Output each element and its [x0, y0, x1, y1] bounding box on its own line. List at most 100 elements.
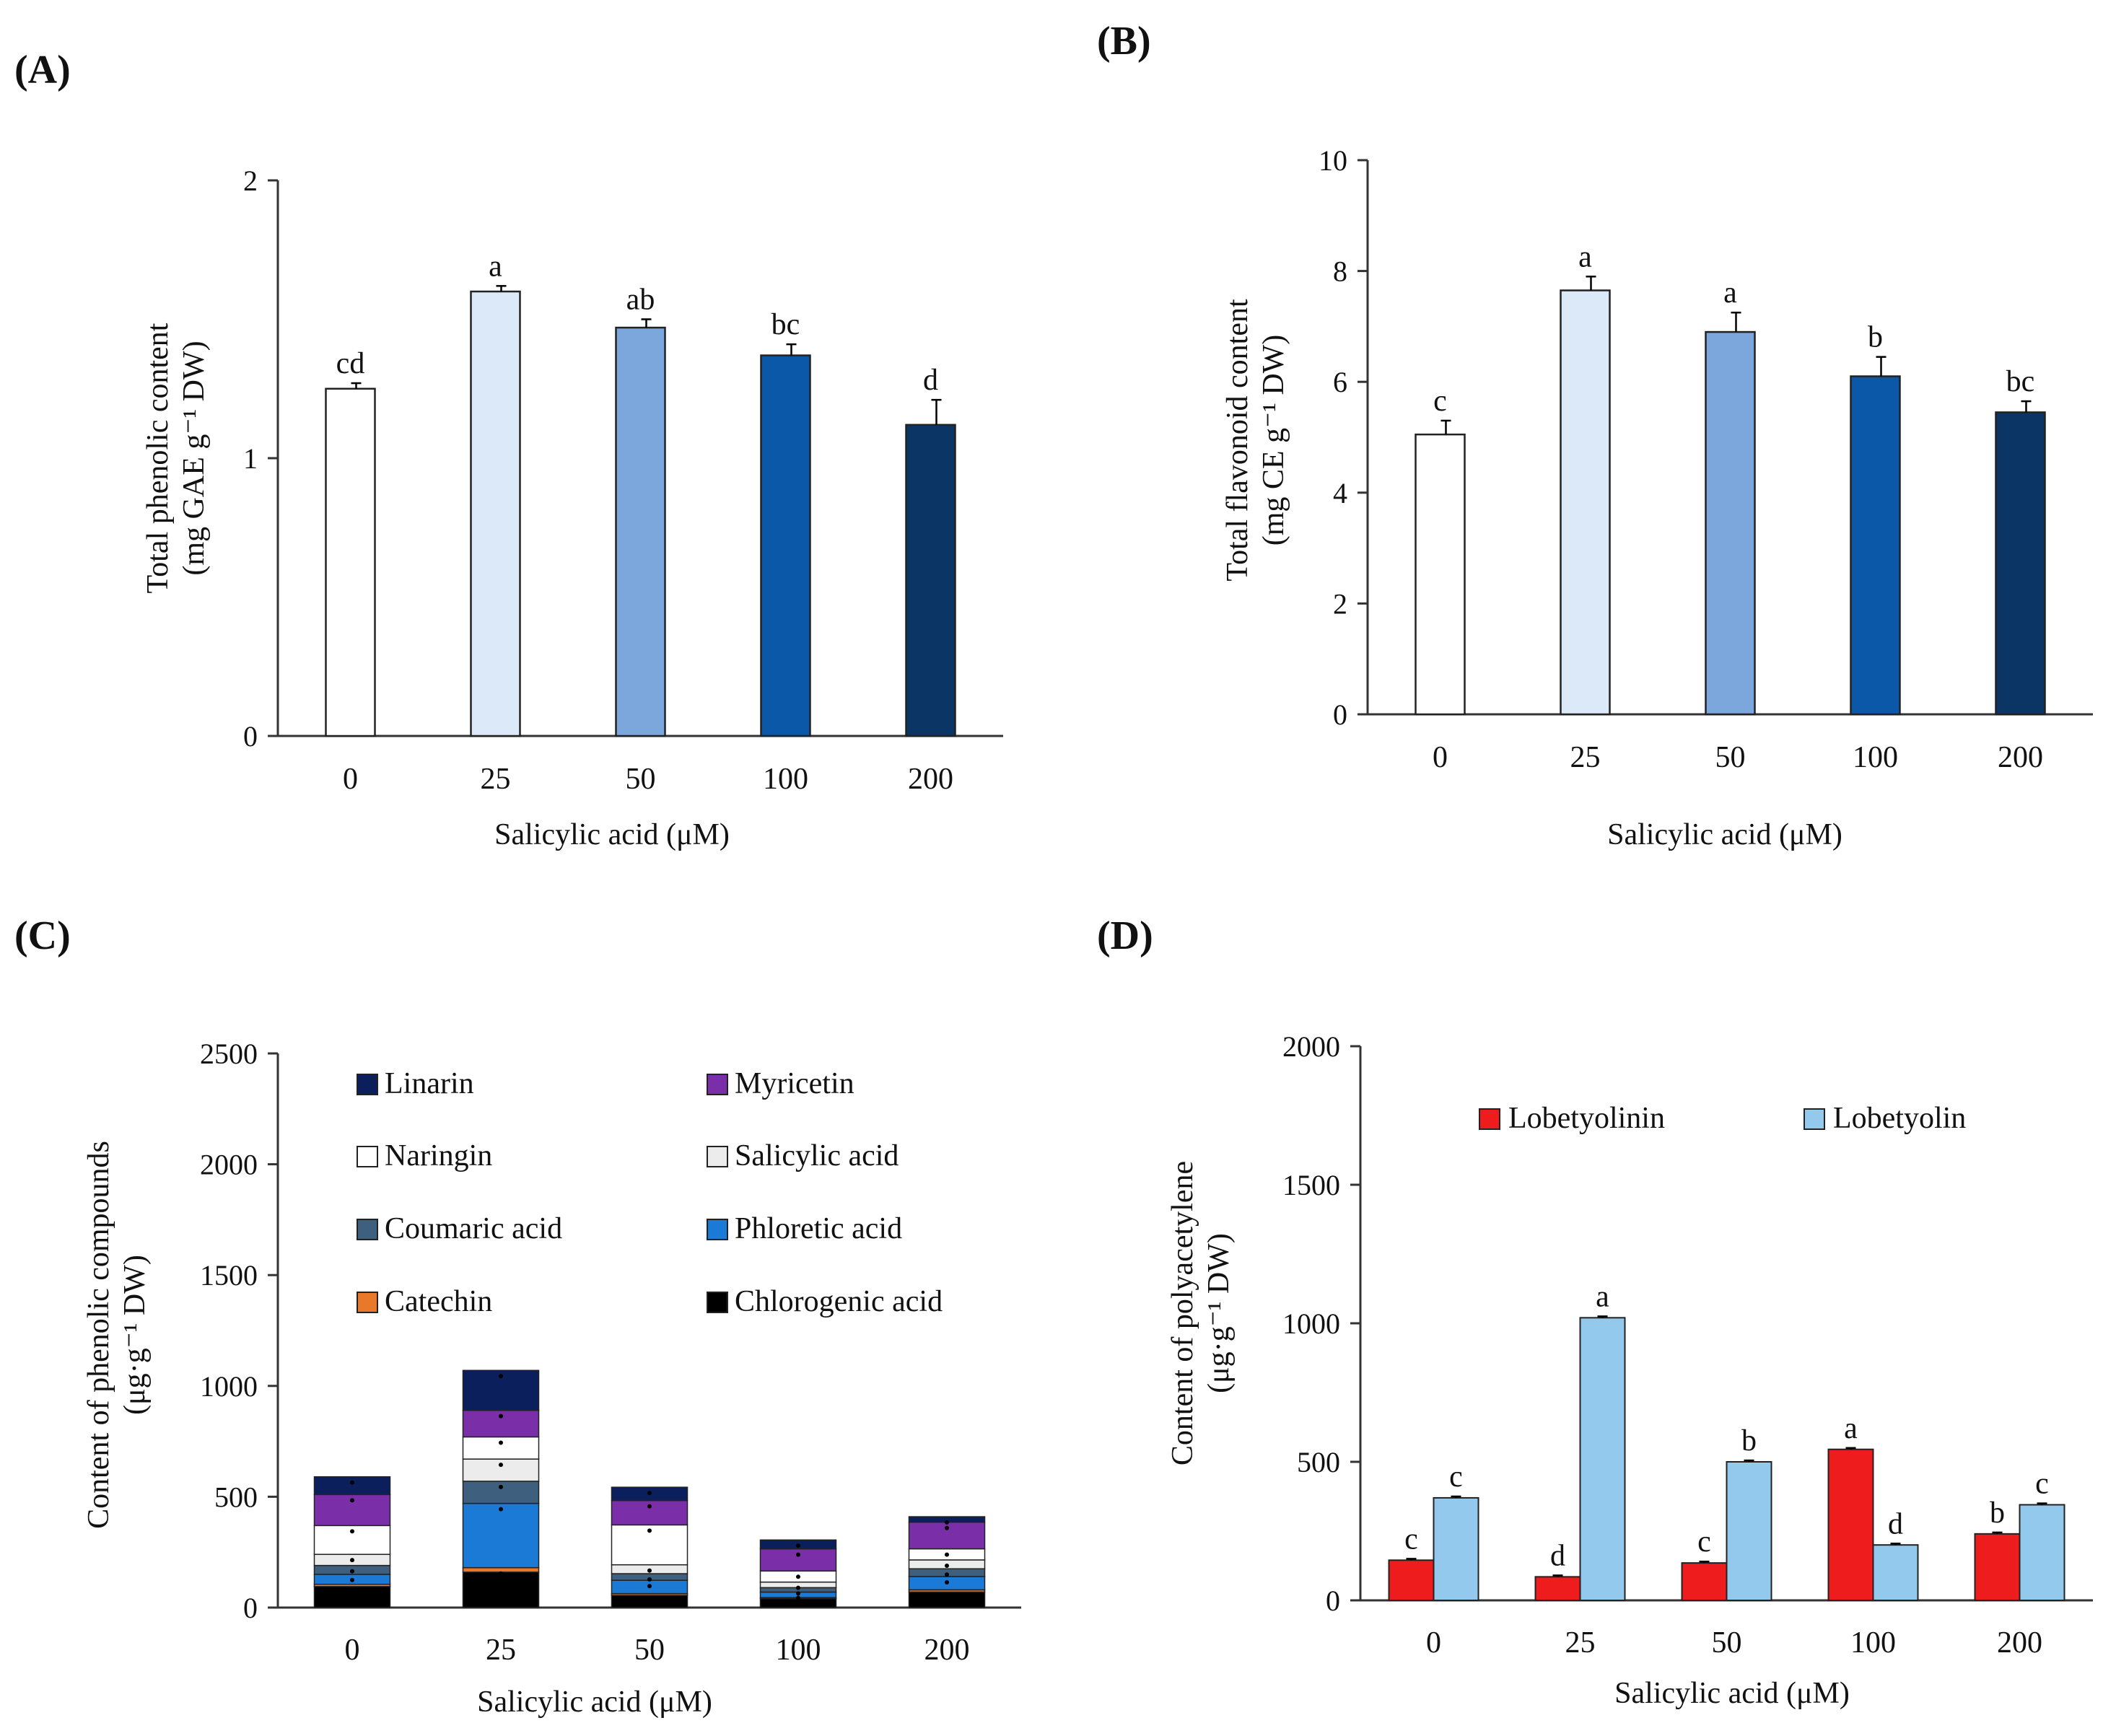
- panel-c-legend-label: Linarin: [385, 1067, 474, 1100]
- panel-d-significance-letter: a: [1596, 1280, 1609, 1313]
- panel-d-y-tick-label: 0: [1326, 1584, 1340, 1617]
- panel-c-segment-error-mark: [350, 1529, 354, 1534]
- panel-c-segment-error-mark: [499, 1374, 503, 1379]
- panel-b-significance-letter: b: [1868, 321, 1883, 354]
- panel-c-segment-error-mark: [499, 1575, 503, 1580]
- panel-c-legend-label: Coumaric acid: [385, 1212, 562, 1245]
- panel-c-segment-error-mark: [350, 1577, 354, 1582]
- panel-c-y-tick-label: 2000: [200, 1149, 258, 1181]
- panel-c-segment-error-mark: [945, 1520, 949, 1525]
- panel-a-x-tick-label: 25: [481, 763, 511, 796]
- panel-b-bar: [1995, 411, 2046, 716]
- panel-c-y-tick-label: 1500: [200, 1259, 258, 1292]
- panel-c-legend-swatch: [707, 1074, 728, 1095]
- panel-b-x-axis-title: Salicylic acid (μM): [1607, 818, 1842, 851]
- panel-d-significance-letter: b: [1741, 1424, 1757, 1457]
- panel-c-legend: Linarin Myricetin Naringin Salicylic acid Co…: [357, 1067, 943, 1318]
- panel-c-bars: [313, 1369, 986, 1608]
- panel-c-segment-error-mark: [945, 1563, 949, 1568]
- panel-b-significance-letter: bc: [2006, 365, 2035, 398]
- panel-d-x-tick-label: 100: [1850, 1626, 1896, 1660]
- panel-b-bars: c a a b bc: [1415, 240, 2046, 716]
- panel-c-segment-error-mark: [647, 1584, 652, 1589]
- panel-c-segment-error-mark: [499, 1463, 503, 1468]
- panel-c-segment-error-mark: [945, 1579, 949, 1584]
- panel-c-y-tick-label: 2500: [200, 1038, 258, 1070]
- panel-a-y-tick-label: 2: [243, 165, 258, 197]
- panel-d-y-tick-label: 500: [1297, 1446, 1340, 1478]
- panel-d-y-tick-label: 1000: [1282, 1307, 1340, 1340]
- panel-a-bars: cd a ab bc d: [325, 250, 956, 737]
- panel-a-y-tick-label: 0: [243, 720, 258, 753]
- panel-a-significance-letter: cd: [336, 347, 365, 380]
- panel-b-y-tick-label: 0: [1333, 698, 1347, 731]
- panel-a-significance-letter: a: [489, 250, 502, 283]
- panel-c-y-tick-label: 500: [214, 1481, 258, 1513]
- panel-c-legend-swatch: [357, 1219, 378, 1240]
- panel-d-legend-swatch: [1804, 1108, 1825, 1130]
- panel-c-legend-swatch: [357, 1292, 378, 1313]
- panel-c-segment-error-mark: [499, 1413, 503, 1419]
- panel-b-bar: [1415, 433, 1466, 716]
- panel-b-x-tick-label: 100: [1853, 741, 1898, 774]
- panel-d-significance-letter: c: [2035, 1468, 2049, 1501]
- panel-c-label: (C): [14, 913, 71, 958]
- panel-d-bar-lobetyolin: [1579, 1317, 1626, 1601]
- panel-d-bar-lobetyolinin: [1681, 1562, 1728, 1601]
- panel-c-segment-error-mark: [796, 1574, 800, 1579]
- panel-c-x-tick-label: 100: [776, 1634, 821, 1667]
- panel-c-segment-error-mark: [796, 1552, 800, 1557]
- panel-b-x-tick-label: 0: [1433, 741, 1448, 774]
- panel-d-bar-lobetyolin: [1726, 1461, 1772, 1601]
- panel-a-y-axis-title-line2: (mg GAE g⁻¹ DW): [178, 341, 211, 575]
- panel-a: (A) 0 1 2 0 25 50 100 200 cd a ab bc d Salicylic ac…: [14, 48, 1003, 851]
- panel-c-stack-segment: [759, 1548, 837, 1572]
- panel-b-label: (B): [1097, 19, 1151, 63]
- panel-a-y-tick-label: 1: [243, 442, 258, 475]
- panel-d-legend-label: Lobetyolin: [1833, 1102, 1966, 1135]
- panel-c-x-tick-label: 0: [345, 1634, 360, 1667]
- panel-c-stack-segment: [462, 1481, 540, 1504]
- panel-d-x-tick-label: 200: [1997, 1626, 2042, 1660]
- panel-a-significance-letter: bc: [771, 308, 800, 341]
- panel-a-bar: [325, 387, 376, 737]
- panel-a-x-tick-label: 200: [908, 763, 953, 796]
- panel-c-segment-error-mark: [945, 1525, 949, 1530]
- panel-c-segment-error-mark: [647, 1504, 652, 1509]
- panel-c-segment-error-mark: [499, 1440, 503, 1445]
- panel-d-significance-letter: b: [1990, 1496, 2005, 1530]
- panel-c-stack-segment: [313, 1476, 391, 1496]
- panel-c-segment-error-mark: [796, 1543, 800, 1548]
- panel-c-legend-swatch: [707, 1146, 728, 1167]
- panel-b-x-tick-label: 200: [1998, 741, 2043, 774]
- panel-c-legend-swatch: [357, 1074, 378, 1095]
- panel-c-segment-error-mark: [499, 1484, 503, 1489]
- panel-c-y-tick-label: 1000: [200, 1370, 258, 1403]
- panel-a-label: (A): [14, 48, 71, 92]
- panel-d-x-axis-title: Salicylic acid (μM): [1614, 1677, 1850, 1710]
- panel-a-y-axis-title-line1: Total phenolic content: [141, 323, 175, 593]
- panel-c-segment-error-mark: [647, 1577, 652, 1582]
- panel-d-x-tick-label: 0: [1426, 1626, 1441, 1660]
- panel-b-y-tick-label: 4: [1333, 477, 1347, 509]
- panel-c-legend-label: Phloretic acid: [735, 1212, 902, 1245]
- panel-b-x-tick-label: 50: [1715, 741, 1746, 774]
- panel-d-x-tick-label: 50: [1712, 1626, 1742, 1660]
- panel-c-segment-error-mark: [647, 1528, 652, 1533]
- panel-c-x-tick-label: 50: [634, 1634, 665, 1667]
- panel-d-axes: 0 500 1000 1500 2000 0 25 50 100 200: [1282, 1030, 2093, 1660]
- panel-c-stack-segment: [462, 1502, 540, 1569]
- panel-d-label: (D): [1097, 913, 1153, 958]
- panel-d-significance-letter: c: [1449, 1460, 1463, 1494]
- panel-d-significance-letter: a: [1844, 1412, 1858, 1445]
- panel-d-legend-label: Lobetyolinin: [1508, 1102, 1665, 1135]
- panel-b-y-axis-title-line2: (mg CE g⁻¹ DW): [1257, 335, 1290, 546]
- panel-b-x-tick-label: 25: [1570, 741, 1601, 774]
- panel-c-y-axis-title-line1: Content of phenolic compounds: [82, 1141, 115, 1529]
- panel-c-axes: 0 500 1000 1500 2000 2500 0 25 50 100 200: [200, 1038, 1021, 1667]
